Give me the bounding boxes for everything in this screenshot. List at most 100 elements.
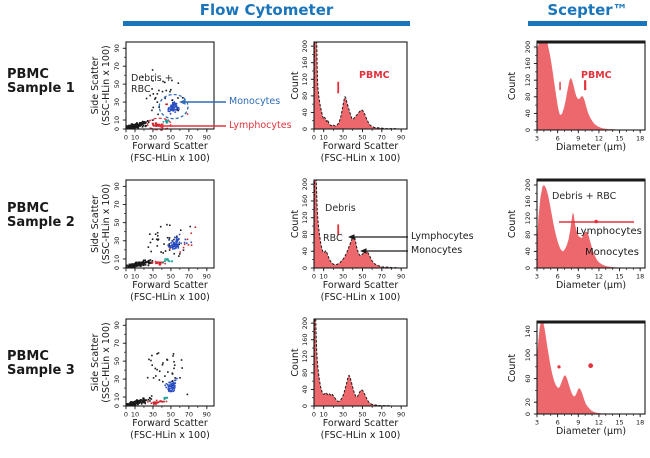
scatter-sample3-flow-point-debris-rbc [132, 403, 134, 405]
scatter-sample2-flow-point-debris-rbc [143, 261, 146, 264]
hist-sample2-scepter: 3 6 9 12 15 18 0 40 80 120 160 200 Diameter (µm) Coun… [507, 178, 646, 291]
hist-sample2-scepter-xtick: 9 [576, 273, 580, 281]
scatter-sample1-flow-point-sparse [151, 69, 154, 71]
hist-sample2-scepter-ytick: 40 [524, 247, 532, 255]
scatter-sample2-flow-point-sparse [173, 238, 175, 241]
scatter-sample2-flow-xlabel: (FSC-HLin x 100) [130, 292, 210, 303]
scatter-sample3-flow-ylabel: (SSC-HLin x 100) [101, 322, 112, 402]
scatter-sample3-flow-point-monocytes [171, 384, 174, 387]
hist-sample3-flow-frame [313, 318, 408, 407]
scatter-sample2-flow-point-lymphocytes [154, 260, 157, 263]
scatter-sample2-flow-point-sparse [147, 246, 150, 248]
scatter-sample2-flow-point-monocytes [167, 244, 169, 247]
scatter-sample3-flow-xtick: 10 [131, 411, 139, 419]
hist-sample1-flow-xlabel: (FSC-HLin x 100) [321, 153, 401, 164]
scatter-sample2-flow-point-sparse [168, 249, 171, 251]
scatter-sample1-flow-point-sparse [152, 106, 155, 109]
scatter-sample3-flow-point-monocytes [172, 390, 175, 393]
scatter-sample3-flow-ytick: 90 [113, 321, 121, 329]
sample1-label-line1: PBMC [7, 67, 49, 82]
scatter-sample3-flow-point-monocytes [169, 389, 172, 392]
hist-sample3-scepter-ytick: 140 [524, 325, 532, 337]
scatter-sample1-flow-point-sparse [142, 76, 144, 78]
lymphocytes-line-sample1 [157, 123, 226, 129]
scatter-sample3-flow-point-sparse [161, 363, 164, 366]
scatter-sample2-flow-point-debris-rbc [131, 263, 133, 266]
scatter-sample1-flow-point-sparse [162, 80, 164, 83]
scatter-sample3-flow-point-lymphocytes [153, 401, 156, 403]
hist-sample3-flow-ytick: 160 [301, 334, 309, 346]
scatter-sample2-flow-xtick: 50 [167, 273, 175, 281]
scatter-sample1-flow-point-monocytes [175, 106, 178, 108]
hist-sample3-flow-xtick: 10 [320, 411, 328, 419]
hist-sample2-scepter-ytick: 160 [524, 195, 532, 207]
scatter-sample2-flow-point-sparse [164, 250, 167, 252]
scatter-sample3-flow-point-debris-rbc [130, 403, 132, 405]
scatter-sample3-flow-point-lymphocytes [157, 401, 160, 404]
scatter-sample1-flow-point-sparse [171, 99, 174, 101]
scatter-sample2-flow-point-lymphocytes [159, 261, 161, 264]
hist-sample2-flow-ytick: 120 [301, 212, 309, 224]
hist-sample2-flow-ylabel: Count [290, 210, 301, 238]
scatter-sample1-flow-point-granulocytes [166, 121, 169, 124]
scatter-sample2-flow-point-lymphocytes [159, 263, 162, 265]
scatter-sample2-flow-point-monocytes [184, 238, 187, 241]
hist-sample2-flow-xtick: 0 [312, 273, 316, 281]
scatter-sample3-flow-point-sparse [150, 359, 152, 362]
scatter-sample1-flow-point-monocytes [174, 111, 177, 113]
hist-sample3-flow-ytick: 40 [301, 385, 309, 393]
hist-sample2-scepter-xtick: 15 [615, 273, 623, 281]
scatter-sample2-flow-point-sparse [150, 250, 152, 253]
hist-sample3-scepter-ytick: 20 [524, 398, 532, 406]
scatter-sample2-flow-point-monocytes [175, 238, 178, 241]
scatter-sample3-flow-point-debris-rbc [149, 400, 151, 402]
scatter-sample3-flow-ytick: 50 [113, 357, 121, 365]
scatter-sample2-flow-point-monocytes [174, 245, 177, 247]
scatter-sample3-flow-point-debris-rbc [143, 400, 146, 403]
sample3-label-line2: Sample 3 [7, 363, 75, 378]
hist-sample1-flow-ytick: 160 [301, 57, 309, 69]
hist-sample1-flow-ytick: 40 [301, 108, 309, 116]
scatter-sample3-flow-point-monocytes [173, 382, 176, 384]
scepter-header: Scepter™ [547, 1, 628, 19]
scatter-sample2-flow-frame [125, 179, 215, 269]
scatter-sample1-flow-point-outliers [165, 103, 167, 106]
scatter-sample3-flow-point-monocytes [165, 382, 168, 385]
scatter-sample2-flow-point-monocytes [176, 239, 179, 241]
sample1-label-line2: Sample 1 [7, 81, 75, 96]
scatter-sample2-flow-point-sparse [159, 225, 162, 228]
scatter-sample3-flow-point-debris-rbc [139, 401, 142, 403]
hist-sample1-flow-xlabel: Forward Scatter [323, 141, 399, 152]
scatter-sample1-flow-point-sparse [145, 97, 148, 100]
scatter-sample2-flow-point-outliers [194, 226, 197, 229]
scatter-sample2-flow-point-sparse [173, 252, 176, 255]
scatter-sample3-flow-point-monocytes [176, 377, 178, 380]
scatter-sample1-flow-point-monocytes [167, 108, 170, 111]
scatter-sample1-flow-point-monocytes [169, 108, 171, 111]
scatter-sample1-flow-point-debris-rbc [134, 125, 137, 127]
scatter-sample2-flow-point-debris-rbc [151, 260, 154, 262]
scatter-sample2-flow-point-sparse [156, 231, 159, 234]
scatter-sample3-flow-frame [125, 318, 215, 407]
scatter-sample2-flow-point-monocytes [172, 244, 174, 246]
scatter-sample1-flow-point-monocytes [171, 106, 173, 109]
scatter-sample1-flow-point-sparse [177, 82, 180, 84]
scatter-sample1-flow-point-sparse [161, 90, 164, 93]
scatter-sample2-flow-point-debris-rbc [132, 264, 135, 266]
scatter-sample2-flow-point-debris-rbc [144, 259, 147, 262]
scatter-sample2-flow-point-sparse [178, 243, 180, 246]
hist-sample2-flow-xlabel: Forward Scatter [323, 280, 399, 291]
scatter-sample2-flow-point-debris-rbc [147, 264, 150, 267]
scatter-sample2-flow-point-outliers [169, 247, 171, 249]
scatter-sample2-flow-point-granulocytes [167, 259, 170, 262]
scatter-sample1-flow-point-debris-rbc [126, 125, 129, 127]
hist-sample2-flow-ytick: 200 [301, 178, 309, 190]
scatter-sample2-flow-point-outliers [187, 244, 190, 246]
scatter-sample2-flow-point-lymphocytes [155, 262, 157, 265]
scatter-sample2-flow-ytick: 50 [113, 218, 121, 226]
scatter-sample1-flow-point-debris-rbc [137, 124, 140, 126]
scatter-sample2-flow-point-monocytes [175, 243, 177, 245]
scatter-sample2-flow-point-monocytes [180, 242, 182, 245]
